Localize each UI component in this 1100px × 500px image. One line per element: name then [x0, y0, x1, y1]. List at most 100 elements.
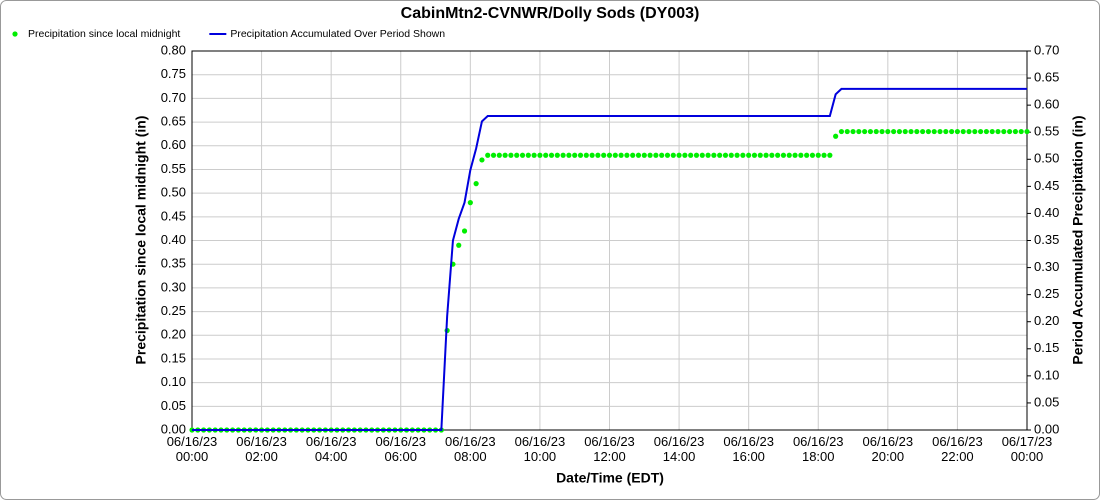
data-point	[786, 152, 792, 158]
data-point	[461, 228, 468, 234]
data-point	[577, 152, 584, 158]
data-point	[473, 181, 479, 187]
x-tick-label: 06/17/23 00:00	[1001, 434, 1053, 464]
legend-label: Precipitation Accumulated Over Period Sh…	[230, 28, 445, 40]
x-tick-label: 06/16/23 10:00	[514, 434, 566, 464]
y-tick-label: 0.00	[161, 421, 186, 436]
y2-tick-label: 0.35	[1034, 232, 1059, 247]
data-point	[740, 152, 746, 158]
data-point	[920, 128, 926, 135]
data-point	[601, 152, 607, 158]
data-point	[960, 128, 966, 135]
legend-marker	[12, 31, 18, 37]
data-point	[838, 128, 845, 135]
y-tick-label: 0.50	[161, 185, 186, 200]
data-point	[769, 152, 775, 158]
data-point	[548, 152, 555, 158]
y-tick-label: 0.60	[161, 137, 186, 152]
data-point	[972, 128, 978, 135]
x-tick-label: 06/16/23 00:00	[166, 434, 218, 464]
data-point	[664, 152, 671, 158]
y2-tick-label: 0.10	[1034, 367, 1059, 382]
data-point	[978, 128, 984, 135]
data-point	[862, 128, 868, 135]
data-point	[809, 152, 816, 158]
data-point	[537, 152, 543, 158]
y-tick-label: 0.40	[161, 232, 186, 247]
x-tick-label: 06/16/23 12:00	[584, 434, 635, 464]
data-point	[879, 128, 885, 135]
x-tick-label: 06/16/23 20:00	[862, 434, 914, 464]
y-tick-label: 0.75	[161, 66, 186, 81]
data-point	[943, 128, 949, 135]
chart-title: CabinMtn2-CVNWR/Dolly Sods (DY003)	[401, 5, 700, 22]
data-point	[641, 152, 647, 158]
y-tick-label: 0.30	[161, 279, 186, 294]
data-point	[693, 152, 700, 158]
y2-tick-label: 0.45	[1034, 178, 1059, 193]
data-point	[502, 152, 508, 158]
x-tick-label: 06/16/23 04:00	[305, 434, 357, 464]
data-point	[688, 152, 694, 158]
data-point	[1018, 128, 1024, 135]
y2-tick-label: 0.70	[1034, 42, 1059, 57]
x-tick-label: 06/16/23 14:00	[653, 434, 705, 464]
x-tick-label: 06/16/23 08:00	[445, 434, 496, 464]
data-point	[983, 128, 990, 135]
data-point	[722, 152, 729, 158]
data-point	[954, 128, 961, 135]
y2-tick-label: 0.15	[1034, 340, 1059, 355]
y2-tick-label: 0.20	[1034, 313, 1059, 328]
data-point	[792, 152, 798, 158]
data-point	[995, 128, 1001, 135]
data-point	[630, 152, 636, 158]
data-point	[508, 152, 514, 158]
data-point	[931, 128, 937, 135]
data-point	[844, 128, 850, 135]
data-point	[966, 128, 972, 135]
y-tick-label: 0.25	[161, 303, 186, 318]
data-point	[775, 152, 781, 158]
y-tick-label: 0.55	[161, 161, 186, 176]
data-point	[543, 152, 549, 158]
data-point	[1007, 128, 1013, 135]
y2-tick-label: 0.05	[1034, 394, 1059, 409]
data-point	[635, 152, 642, 158]
data-point	[583, 152, 589, 158]
data-point	[746, 152, 752, 158]
data-point	[676, 152, 682, 158]
data-point	[885, 128, 891, 135]
data-point	[949, 128, 955, 135]
data-point	[833, 133, 839, 139]
data-point	[711, 152, 717, 158]
data-point	[467, 200, 473, 206]
data-point	[798, 152, 804, 158]
data-point	[595, 152, 601, 158]
data-point	[827, 152, 833, 158]
data-line	[192, 87, 1027, 431]
data-point	[624, 152, 630, 158]
plot-border	[191, 50, 1028, 431]
data-point	[670, 152, 676, 158]
y2-tick-label: 0.65	[1034, 70, 1059, 85]
data-point	[1012, 128, 1019, 135]
data-point	[682, 152, 688, 158]
y-tick-label: 0.05	[161, 398, 186, 413]
data-point	[763, 152, 769, 158]
data-point	[479, 157, 485, 163]
data-point	[525, 152, 531, 158]
y-tick-label: 0.65	[161, 114, 186, 129]
data-point	[589, 152, 595, 158]
data-point	[751, 152, 758, 158]
y2-tick-label: 0.25	[1034, 286, 1059, 301]
data-point	[531, 152, 537, 158]
y-tick-label: 0.35	[161, 256, 186, 271]
legend-label: Precipitation since local midnight	[28, 28, 180, 40]
data-point	[717, 152, 723, 158]
data-point	[804, 152, 810, 158]
y2-tick-label: 0.40	[1034, 205, 1059, 220]
y-tick-label: 0.80	[161, 42, 186, 57]
x-tick-label: 06/16/23 16:00	[723, 434, 774, 464]
data-point	[856, 128, 862, 135]
